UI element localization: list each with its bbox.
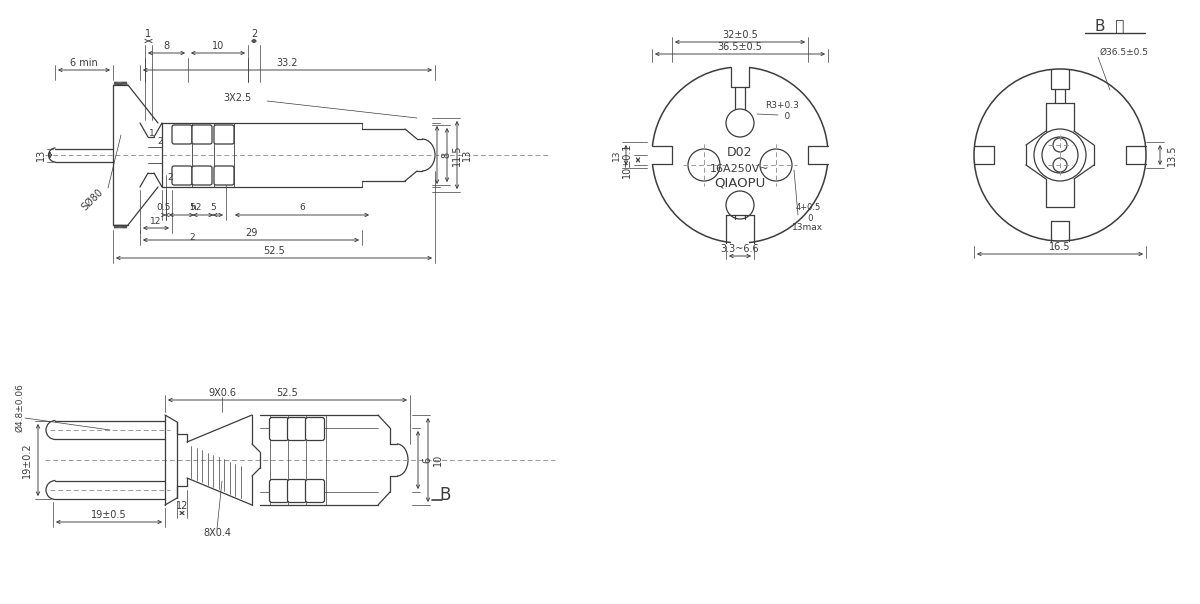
Text: 13: 13 — [612, 149, 620, 161]
FancyBboxPatch shape — [214, 125, 234, 144]
Text: QIAOPU: QIAOPU — [714, 176, 766, 190]
Text: 13: 13 — [36, 149, 46, 161]
Text: B  向: B 向 — [1096, 19, 1124, 33]
Text: 11.5: 11.5 — [452, 144, 462, 165]
Text: Ø4.8±0.06: Ø4.8±0.06 — [16, 384, 24, 432]
Text: 52.5: 52.5 — [277, 388, 299, 398]
FancyBboxPatch shape — [306, 417, 324, 440]
Text: 8: 8 — [163, 41, 169, 51]
Text: 2: 2 — [190, 234, 194, 242]
FancyBboxPatch shape — [172, 125, 192, 144]
Text: 12: 12 — [150, 216, 162, 225]
Text: 13: 13 — [462, 149, 472, 161]
Text: Ø36.5±0.5: Ø36.5±0.5 — [1100, 48, 1150, 57]
Text: 16A250V~: 16A250V~ — [710, 164, 770, 174]
Text: 29: 29 — [245, 228, 257, 238]
Text: 0.5: 0.5 — [157, 204, 172, 213]
Text: 19±0.2: 19±0.2 — [22, 442, 32, 478]
Text: 4+0.5
  0: 4+0.5 0 — [796, 204, 821, 223]
Text: 3X2.5: 3X2.5 — [223, 93, 251, 103]
Text: 8: 8 — [442, 152, 451, 158]
Text: R3+0.3
    0: R3+0.3 0 — [766, 101, 799, 121]
Text: 13max: 13max — [792, 222, 823, 231]
Text: h2: h2 — [191, 204, 202, 213]
Text: 8X0.4: 8X0.4 — [203, 528, 230, 538]
FancyBboxPatch shape — [192, 166, 212, 185]
Text: 6 min: 6 min — [70, 58, 98, 68]
FancyBboxPatch shape — [270, 417, 288, 440]
Text: 2: 2 — [167, 173, 173, 181]
Text: 5: 5 — [190, 204, 194, 213]
FancyBboxPatch shape — [306, 480, 324, 503]
Text: 1: 1 — [145, 29, 151, 39]
Text: 12: 12 — [176, 501, 188, 511]
Text: 6: 6 — [422, 457, 432, 463]
FancyBboxPatch shape — [214, 166, 234, 185]
Text: 19±0.5: 19±0.5 — [91, 510, 127, 520]
FancyBboxPatch shape — [192, 125, 212, 144]
Text: 16.5: 16.5 — [1049, 242, 1070, 252]
Text: 2: 2 — [251, 29, 257, 39]
Text: 32±0.5: 32±0.5 — [722, 30, 758, 40]
FancyBboxPatch shape — [288, 480, 306, 503]
Text: 33.2: 33.2 — [277, 58, 299, 68]
Text: 3.3~6.6: 3.3~6.6 — [721, 244, 760, 254]
Text: B: B — [439, 486, 451, 504]
Text: 1: 1 — [149, 129, 155, 138]
Text: 10±0.1: 10±0.1 — [622, 143, 632, 178]
FancyBboxPatch shape — [172, 166, 192, 185]
Text: 36.5±0.5: 36.5±0.5 — [718, 42, 762, 52]
Text: 13.5: 13.5 — [1166, 144, 1177, 165]
Text: 10: 10 — [212, 41, 224, 51]
Text: 52.5: 52.5 — [263, 246, 284, 256]
Text: 10: 10 — [433, 454, 443, 466]
Text: 5: 5 — [210, 204, 216, 213]
FancyBboxPatch shape — [288, 417, 306, 440]
Text: 6: 6 — [299, 204, 305, 213]
Text: 2: 2 — [157, 137, 163, 146]
FancyBboxPatch shape — [270, 480, 288, 503]
Text: D02: D02 — [727, 147, 752, 159]
Text: SØ80: SØ80 — [79, 187, 104, 213]
Text: 9X0.6: 9X0.6 — [208, 388, 236, 398]
